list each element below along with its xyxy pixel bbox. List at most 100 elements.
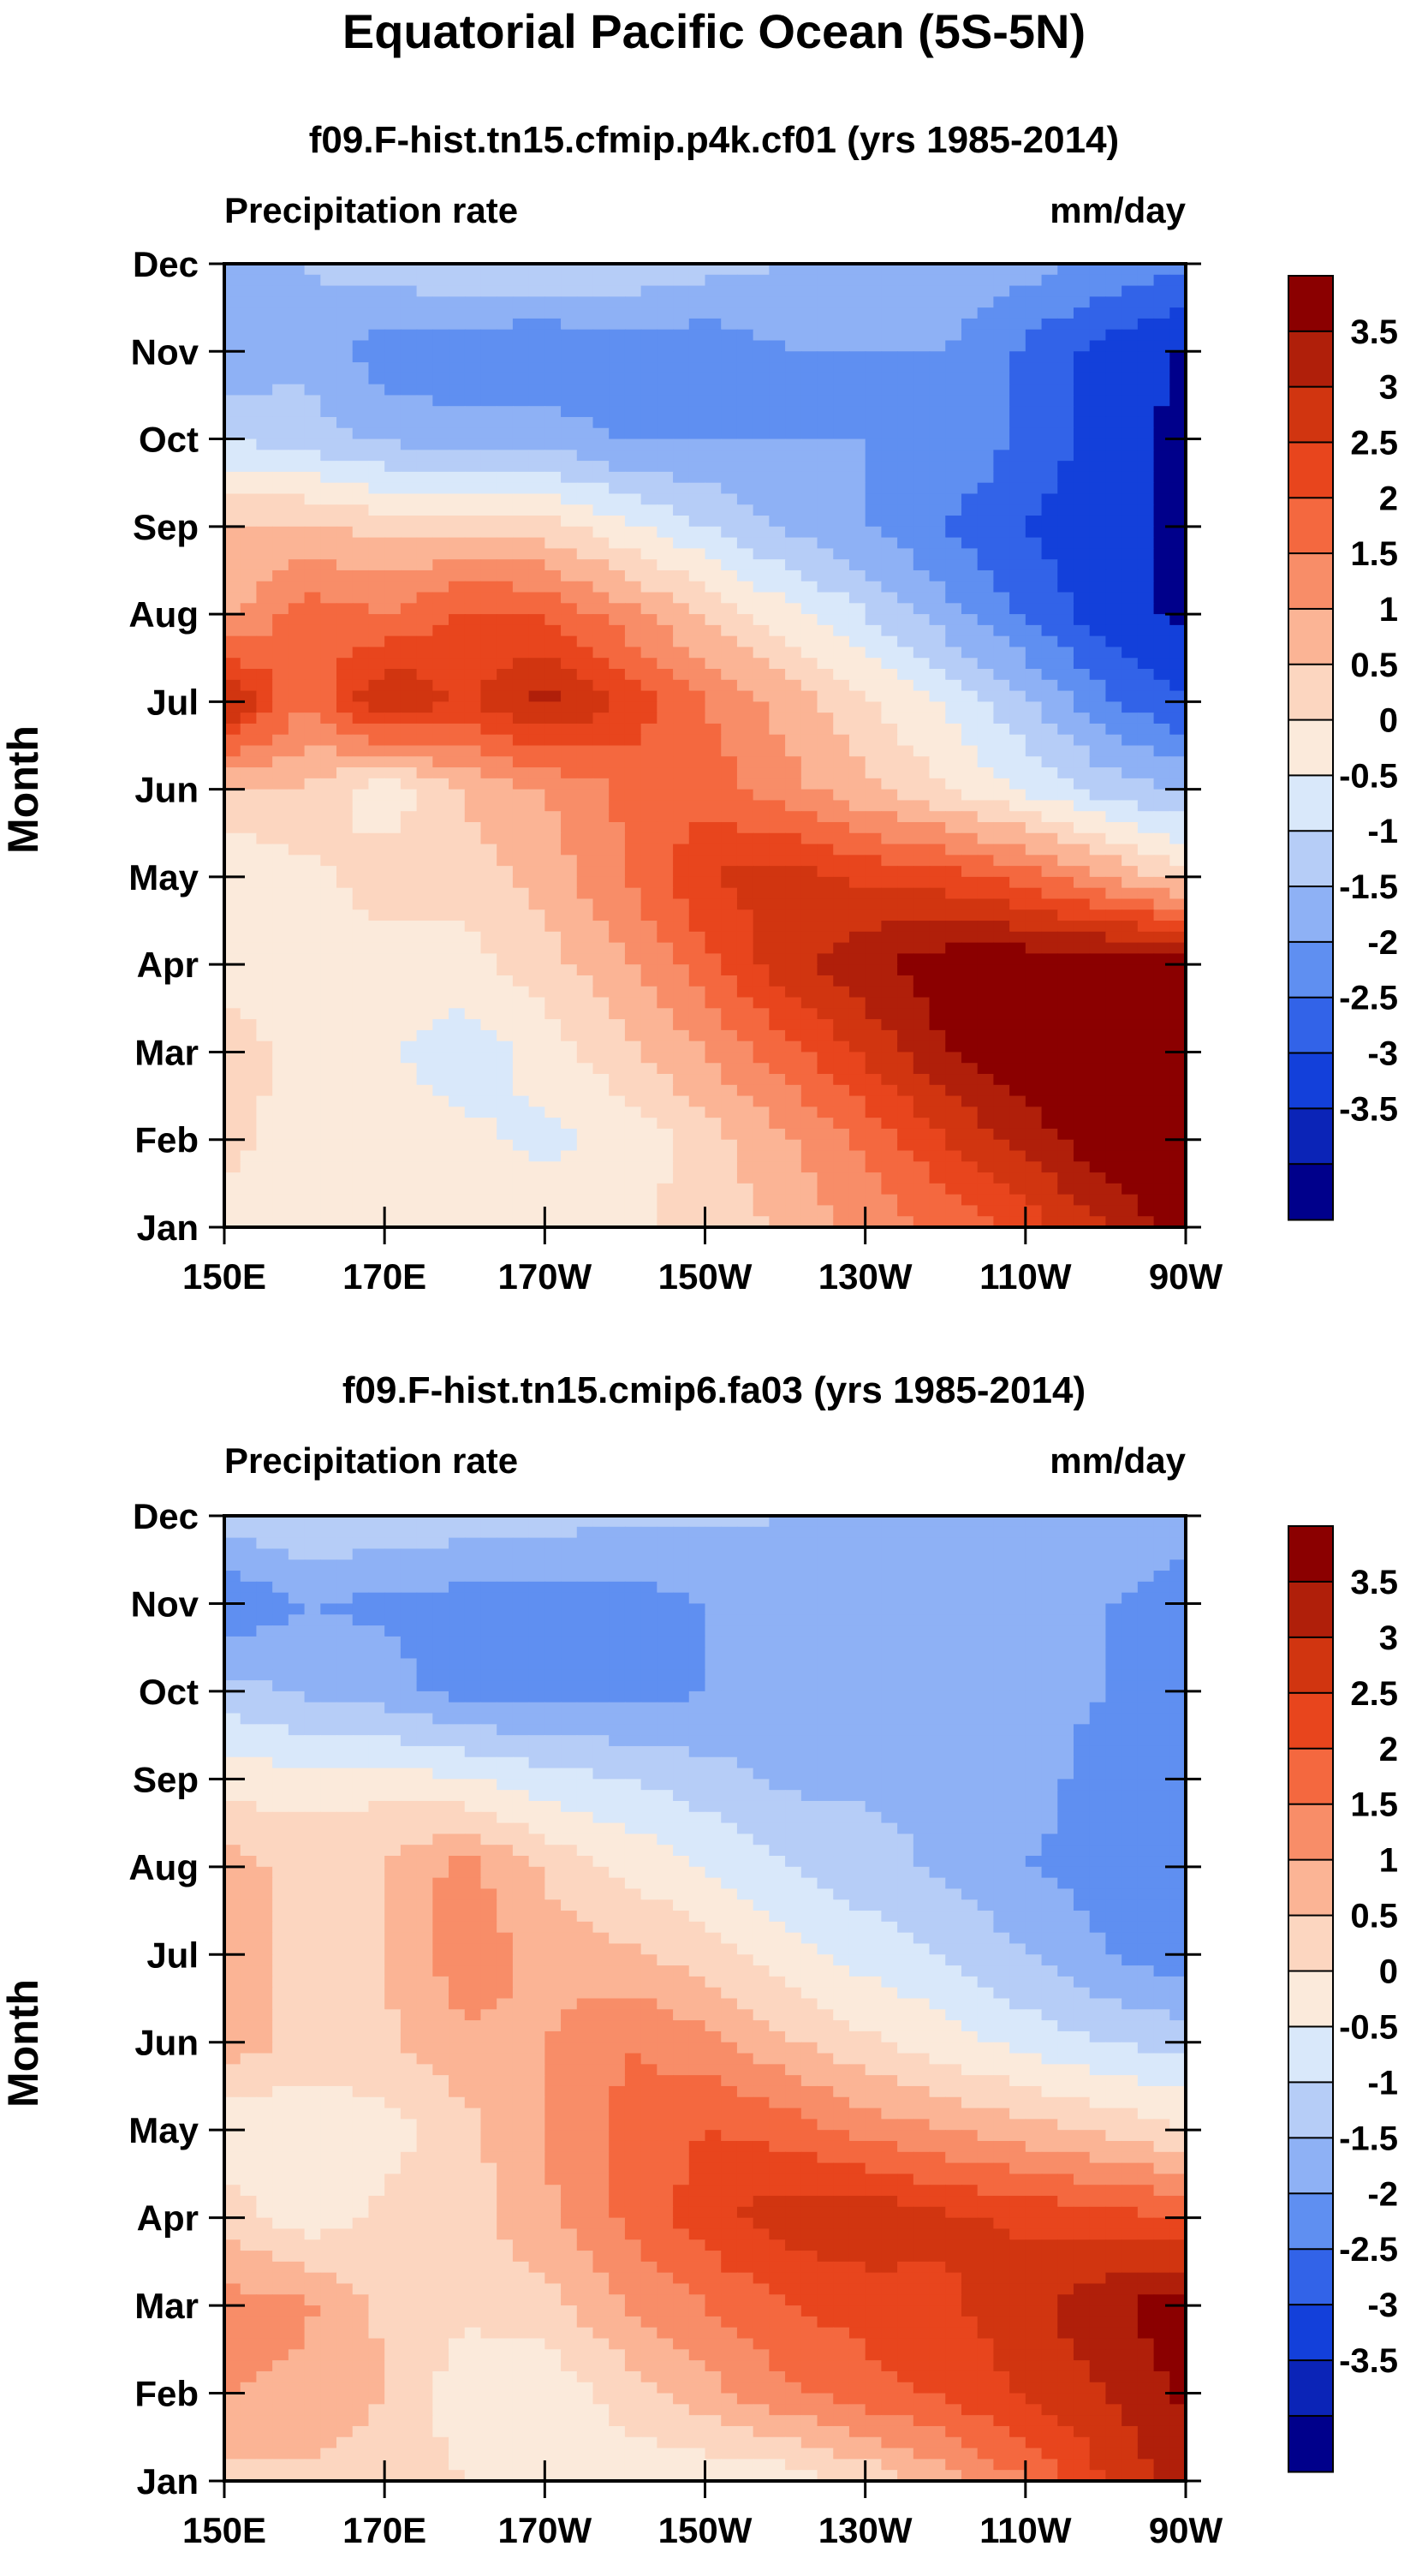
heatmap-cell	[769, 1118, 786, 1130]
heatmap-cell	[544, 1041, 562, 1053]
heatmap-cell	[272, 307, 289, 319]
heatmap-cell	[528, 1106, 546, 1118]
heatmap-cell	[1089, 504, 1107, 516]
heatmap-cell	[865, 406, 883, 418]
heatmap-cell	[561, 931, 578, 944]
heatmap-cell	[464, 274, 482, 287]
heatmap-cell	[913, 767, 931, 779]
heatmap-cell	[817, 1106, 834, 1118]
heatmap-cell	[688, 1106, 706, 1118]
heatmap-cell	[449, 1041, 466, 1053]
heatmap-cell	[1025, 569, 1043, 582]
heatmap-cell	[961, 778, 979, 790]
heatmap-cell	[272, 592, 289, 604]
heatmap-cell	[528, 876, 546, 889]
heatmap-cell	[432, 395, 449, 407]
heatmap-cell	[1073, 461, 1091, 473]
heatmap-cell	[769, 866, 786, 878]
heatmap-cell	[897, 887, 914, 900]
heatmap-cell	[609, 1074, 626, 1086]
heatmap-cell	[1025, 482, 1043, 495]
heatmap-cell	[320, 1095, 337, 1108]
heatmap-cell	[609, 734, 626, 747]
heatmap-cell	[336, 821, 354, 834]
heatmap-cell	[1089, 569, 1107, 582]
heatmap-cell	[1089, 953, 1107, 965]
heatmap-cell	[736, 264, 754, 276]
heatmap-cell	[800, 876, 818, 889]
heatmap-cell	[432, 975, 449, 987]
heatmap-cell	[945, 1019, 962, 1031]
heatmap-cell	[544, 362, 562, 374]
heatmap-cell	[1073, 832, 1091, 845]
heatmap-cell	[497, 516, 514, 528]
heatmap-cell	[993, 887, 1010, 900]
heatmap-cell	[416, 745, 434, 757]
heatmap-cell	[576, 767, 594, 779]
heatmap-cell	[464, 898, 482, 910]
heatmap-cell	[913, 384, 931, 397]
heatmap-cell	[1169, 493, 1187, 505]
heatmap-cell	[544, 471, 562, 484]
heatmap-cell	[512, 1074, 530, 1086]
heatmap-cell	[833, 548, 850, 560]
heatmap-cell	[400, 942, 418, 955]
heatmap-cell	[881, 1150, 898, 1162]
heatmap-cell	[224, 701, 241, 713]
heatmap-cell	[929, 942, 946, 955]
heatmap-cell	[800, 832, 818, 845]
heatmap-cell	[833, 416, 850, 429]
heatmap-cell	[705, 701, 722, 713]
heatmap-cell	[833, 811, 850, 823]
heatmap-cell	[288, 373, 306, 385]
heatmap-cell	[1025, 778, 1043, 790]
heatmap-cell	[368, 569, 385, 582]
heatmap-cell	[833, 635, 850, 648]
heatmap-cell	[1169, 1074, 1187, 1086]
heatmap-cell	[544, 416, 562, 429]
heatmap-cell	[624, 909, 642, 921]
heatmap-cell	[865, 679, 883, 692]
heatmap-cell	[1169, 800, 1187, 812]
heatmap-cell	[769, 778, 786, 790]
heatmap-cell	[1122, 493, 1139, 505]
heatmap-cell	[736, 1063, 754, 1075]
heatmap-cell	[400, 1161, 418, 1173]
heatmap-cell	[544, 285, 562, 298]
heatmap-cell	[352, 1161, 370, 1173]
heatmap-cell	[512, 592, 530, 604]
heatmap-cell	[240, 1172, 258, 1184]
heatmap-cell	[961, 921, 979, 933]
heatmap-cell	[865, 756, 883, 768]
heatmap-cell	[1057, 296, 1074, 308]
heatmap-cell	[688, 1084, 706, 1097]
heatmap-cell	[769, 384, 786, 397]
heatmap-cell	[865, 581, 883, 593]
heatmap-cell	[256, 461, 273, 473]
heatmap-cell	[528, 821, 546, 834]
heatmap-cell	[1089, 471, 1107, 484]
heatmap-cell	[368, 931, 385, 944]
heatmap-cell	[897, 1139, 914, 1152]
heatmap-cell	[1105, 921, 1122, 933]
heatmap-cell	[913, 340, 931, 352]
heatmap-cell	[416, 1063, 434, 1075]
heatmap-cell	[512, 745, 530, 757]
heatmap-cell	[1105, 624, 1122, 637]
heatmap-cell	[1137, 723, 1155, 736]
heatmap-cell	[272, 416, 289, 429]
heatmap-cell	[865, 526, 883, 539]
heatmap-cell	[464, 734, 482, 747]
heatmap-cell	[544, 898, 562, 910]
heatmap-cell	[865, 866, 883, 878]
heatmap-cell	[304, 975, 321, 987]
heatmap-cell	[384, 569, 402, 582]
heatmap-cell	[1041, 887, 1058, 900]
heatmap-cell	[688, 723, 706, 736]
heatmap-cell	[480, 351, 497, 363]
heatmap-cell	[785, 964, 802, 976]
heatmap-cell	[785, 559, 802, 571]
heatmap-cell	[673, 373, 690, 385]
heatmap-cell	[1122, 975, 1139, 987]
heatmap-cell	[320, 887, 337, 900]
